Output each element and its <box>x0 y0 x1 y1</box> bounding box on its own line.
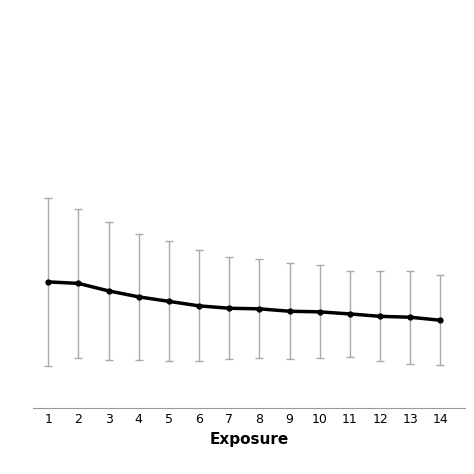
X-axis label: Exposure: Exposure <box>209 432 289 447</box>
